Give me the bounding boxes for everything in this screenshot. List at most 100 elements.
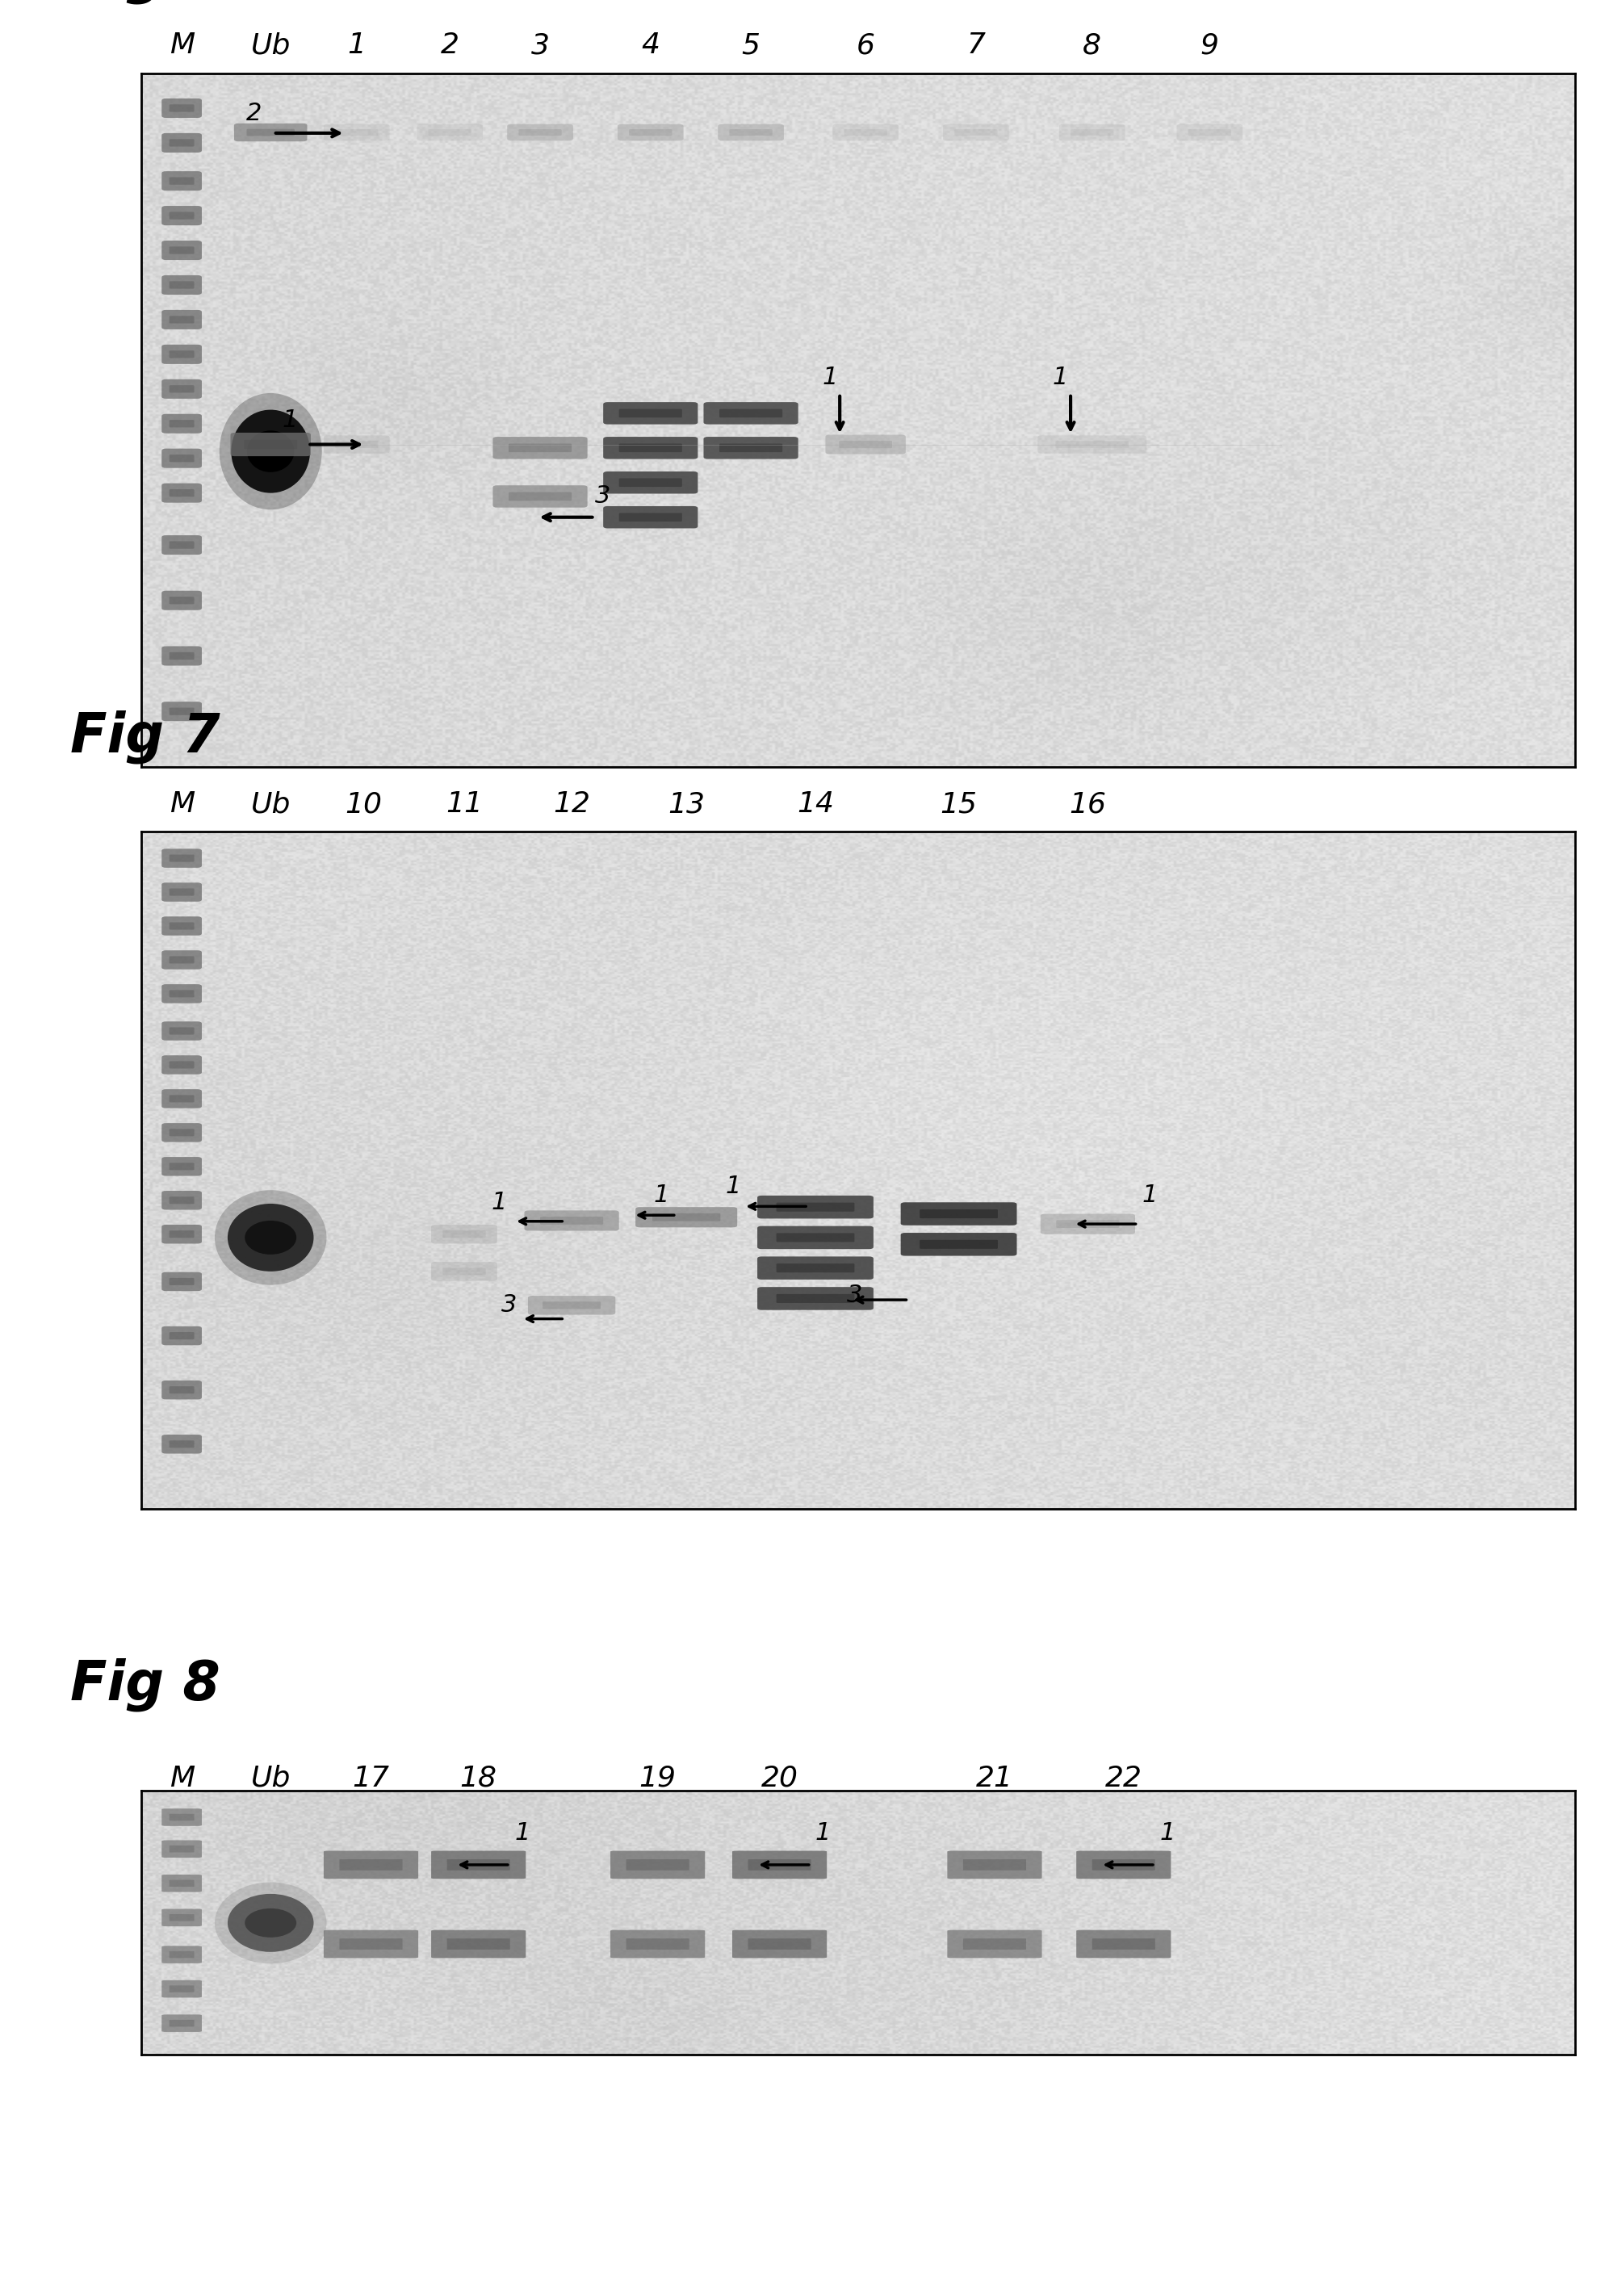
FancyBboxPatch shape [758,1196,874,1219]
FancyBboxPatch shape [1187,129,1231,135]
Text: 18: 18 [460,1763,497,1791]
FancyBboxPatch shape [169,455,195,461]
FancyBboxPatch shape [619,478,682,487]
FancyBboxPatch shape [1038,436,1147,452]
FancyBboxPatch shape [169,317,195,324]
FancyBboxPatch shape [169,1162,195,1171]
FancyBboxPatch shape [652,1212,721,1221]
FancyBboxPatch shape [619,409,682,418]
FancyBboxPatch shape [610,1931,705,1958]
Text: 17: 17 [352,1763,389,1791]
FancyBboxPatch shape [758,1288,874,1311]
FancyBboxPatch shape [169,351,195,358]
FancyBboxPatch shape [626,1860,689,1871]
FancyBboxPatch shape [161,241,201,259]
Text: 10: 10 [346,790,383,817]
FancyBboxPatch shape [161,1157,201,1176]
FancyBboxPatch shape [748,1938,811,1949]
FancyBboxPatch shape [169,1095,195,1102]
FancyBboxPatch shape [169,1915,195,1922]
FancyBboxPatch shape [832,124,898,140]
FancyBboxPatch shape [161,1192,201,1210]
FancyBboxPatch shape [335,441,378,448]
Text: 9: 9 [1200,32,1220,60]
FancyBboxPatch shape [626,1938,689,1949]
Text: 3: 3 [595,484,610,507]
FancyBboxPatch shape [169,652,195,659]
FancyBboxPatch shape [161,1947,201,1963]
Text: 5: 5 [742,32,759,60]
Ellipse shape [227,1894,314,1952]
Text: 7: 7 [967,32,985,60]
Text: 2: 2 [246,101,262,126]
FancyBboxPatch shape [246,129,294,135]
Text: 1: 1 [1052,365,1068,388]
FancyBboxPatch shape [492,484,587,507]
Ellipse shape [246,432,294,473]
FancyBboxPatch shape [161,1327,201,1345]
Text: 14: 14 [796,790,833,817]
FancyBboxPatch shape [901,1203,1017,1226]
FancyBboxPatch shape [758,1226,874,1249]
FancyBboxPatch shape [161,1088,201,1109]
FancyBboxPatch shape [169,246,195,255]
FancyBboxPatch shape [431,1851,526,1878]
FancyBboxPatch shape [948,1931,1043,1958]
FancyBboxPatch shape [161,276,201,294]
FancyBboxPatch shape [542,1302,600,1309]
Text: 1: 1 [726,1173,740,1199]
Text: 8: 8 [1083,32,1102,60]
FancyBboxPatch shape [323,436,389,452]
Ellipse shape [227,1203,314,1272]
FancyBboxPatch shape [161,1435,201,1453]
FancyBboxPatch shape [1176,124,1242,140]
FancyBboxPatch shape [1056,441,1128,448]
FancyBboxPatch shape [619,512,682,521]
FancyBboxPatch shape [169,955,195,964]
Text: 19: 19 [639,1763,676,1791]
FancyBboxPatch shape [169,542,195,549]
FancyBboxPatch shape [161,916,201,934]
FancyBboxPatch shape [1056,1219,1120,1228]
FancyBboxPatch shape [169,854,195,861]
FancyBboxPatch shape [169,140,195,147]
FancyBboxPatch shape [507,124,573,140]
FancyBboxPatch shape [161,133,201,152]
FancyBboxPatch shape [169,990,195,996]
Ellipse shape [232,409,311,494]
FancyBboxPatch shape [161,1841,201,1857]
Text: 2: 2 [441,32,459,60]
FancyBboxPatch shape [161,850,201,868]
FancyBboxPatch shape [920,1240,998,1249]
FancyBboxPatch shape [518,129,562,135]
Text: Ub: Ub [251,790,291,817]
FancyBboxPatch shape [161,1908,201,1926]
FancyBboxPatch shape [169,1130,195,1137]
FancyBboxPatch shape [1093,1860,1155,1871]
Text: M: M [169,1763,195,1791]
FancyBboxPatch shape [161,1380,201,1401]
FancyBboxPatch shape [169,177,195,184]
FancyBboxPatch shape [169,280,195,289]
Text: 1: 1 [822,365,838,388]
FancyBboxPatch shape [169,1026,195,1035]
FancyBboxPatch shape [729,129,772,135]
FancyBboxPatch shape [603,505,698,528]
FancyBboxPatch shape [161,172,201,191]
FancyBboxPatch shape [169,1061,195,1068]
FancyBboxPatch shape [431,1224,497,1244]
FancyBboxPatch shape [169,1387,195,1394]
Text: 1: 1 [1142,1185,1158,1208]
FancyBboxPatch shape [447,1860,510,1871]
FancyBboxPatch shape [169,1196,195,1203]
FancyBboxPatch shape [169,1880,195,1887]
FancyBboxPatch shape [1076,1931,1171,1958]
Text: 1: 1 [653,1185,669,1208]
Text: 1: 1 [1160,1821,1175,1844]
FancyBboxPatch shape [748,1860,811,1871]
Text: 3: 3 [531,32,549,60]
FancyBboxPatch shape [1041,1215,1134,1235]
FancyBboxPatch shape [233,124,307,142]
FancyBboxPatch shape [610,1851,705,1878]
Text: 3: 3 [846,1283,862,1306]
